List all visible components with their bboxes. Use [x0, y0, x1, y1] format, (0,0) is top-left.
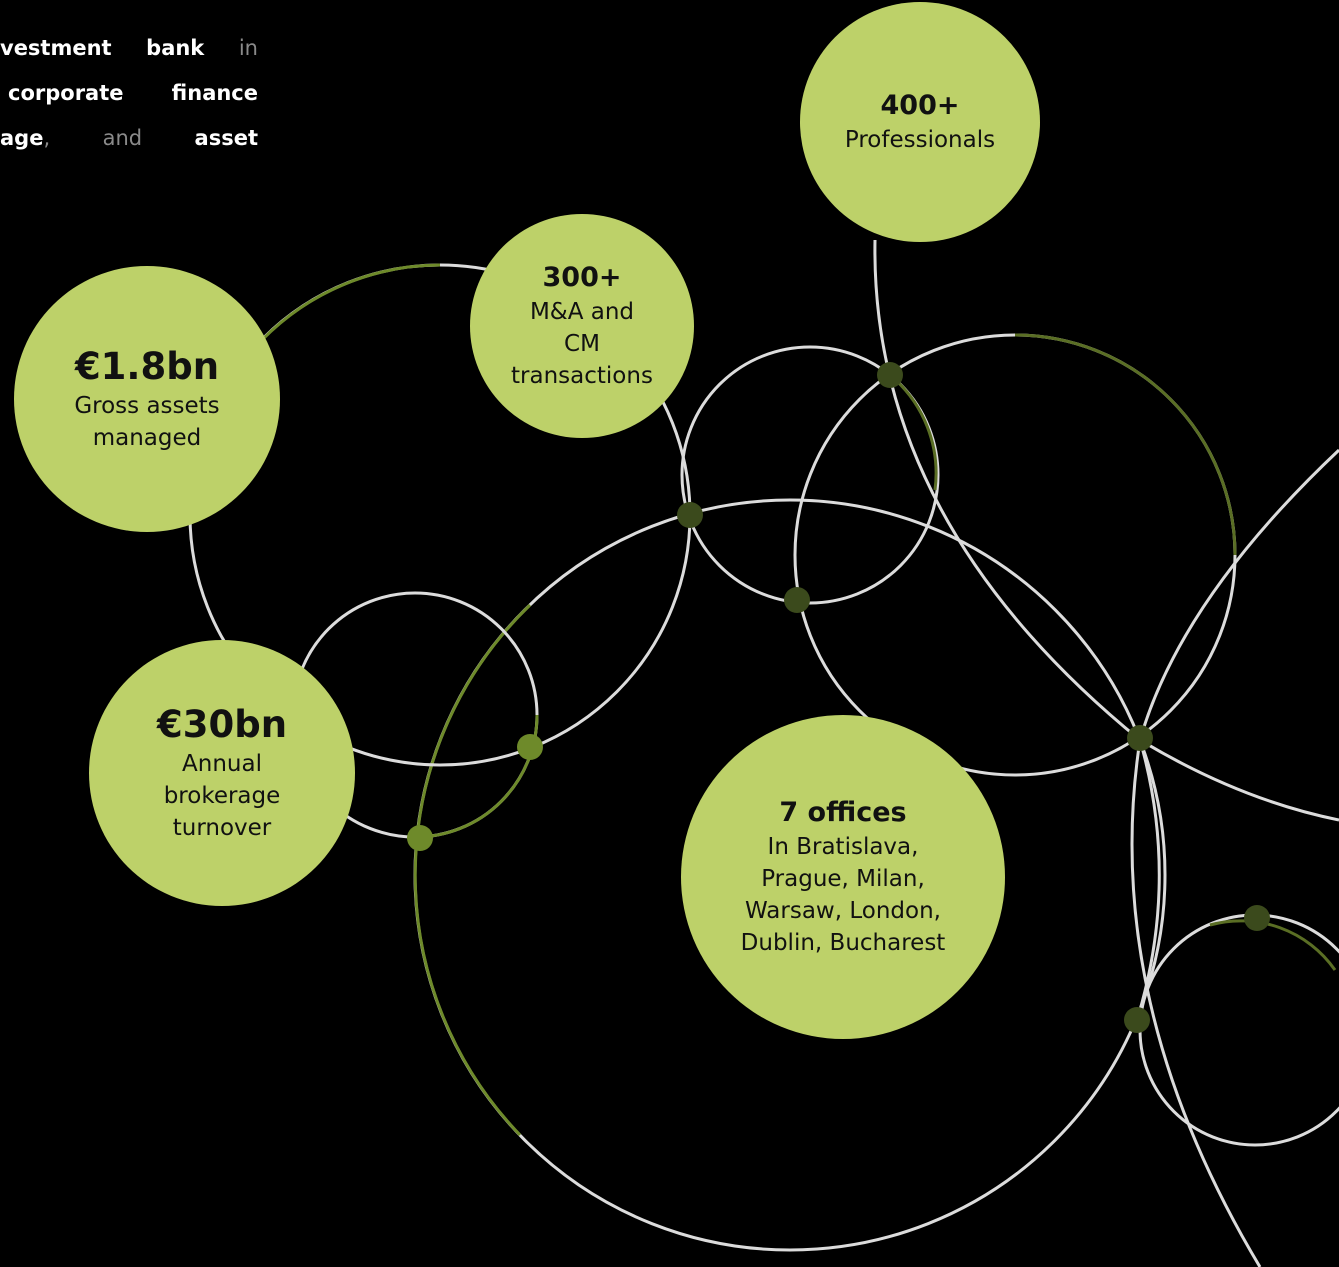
orbit-accent — [419, 714, 539, 839]
stat-label: In Bratislava, — [767, 834, 919, 860]
stat-value: 7 offices — [779, 797, 907, 828]
intro-word: vestment — [0, 26, 112, 71]
node — [677, 502, 703, 528]
stat-label: transactions — [511, 363, 653, 389]
stat-value: 400+ — [880, 90, 960, 121]
node — [877, 362, 903, 388]
intro-text: bank — [146, 36, 205, 60]
intro-line: vestment bank in — [0, 26, 258, 71]
intro-word: in — [239, 26, 258, 71]
stat-label: Annual — [182, 751, 262, 777]
intro-word: age, — [0, 116, 50, 161]
node — [407, 825, 433, 851]
stat-circle: €1.8bn Gross assets managed — [14, 266, 280, 532]
node — [517, 734, 543, 760]
intro-text: corporate — [8, 81, 124, 105]
orbit-accent — [1209, 919, 1337, 971]
orbit — [873, 239, 1339, 822]
stat-label: managed — [92, 425, 202, 451]
stat-value: €1.8bn — [74, 345, 220, 388]
intro-word: finance — [172, 71, 258, 116]
stat-value: €30bn — [156, 703, 288, 746]
node — [1127, 725, 1153, 751]
intro-line: corporate finance — [0, 71, 258, 116]
stat-label: M&A and — [529, 299, 635, 325]
orbit-accent — [1014, 333, 1237, 556]
stat-circle: 300+ M&A and CM transactions — [470, 214, 694, 438]
stat-value: 300+ — [542, 262, 622, 293]
intro-text: age — [0, 126, 44, 150]
stat-label: Professionals — [844, 127, 996, 153]
node — [784, 587, 810, 613]
orbit-accent — [889, 373, 938, 491]
intro-text: asset — [194, 126, 258, 150]
node — [1244, 905, 1270, 931]
orbit-accent — [260, 263, 441, 342]
intro-text: , — [43, 126, 51, 150]
node — [1124, 1007, 1150, 1033]
stat-label: Dublin, Bucharest — [740, 930, 946, 956]
intro-word: bank — [146, 26, 204, 71]
stat-circle: 7 offices In Bratislava, Prague, Milan, War… — [681, 715, 1005, 1039]
stat-circle: 400+ Professionals — [800, 2, 1040, 242]
intro-word: and — [103, 116, 143, 161]
orbit — [1138, 913, 1339, 1147]
orbit — [680, 345, 940, 605]
intro-text: vestment bank in corporate finance age, and ass… — [0, 26, 258, 161]
intro-word: asset — [195, 116, 258, 161]
stat-label: Gross assets — [74, 393, 220, 419]
orbit — [793, 333, 1237, 777]
stat-label: Warsaw, London, — [745, 898, 941, 924]
stat-label: Prague, Milan, — [761, 866, 925, 892]
intro-word: corporate — [8, 71, 124, 116]
stat-label: brokerage — [163, 783, 281, 809]
stat-label: turnover — [172, 815, 272, 841]
orbit — [1135, 739, 1161, 1021]
intro-line: age, and asset — [0, 116, 258, 161]
intro-text: finance — [171, 81, 258, 105]
intro-text: and — [102, 126, 143, 150]
intro-text: vestment — [0, 36, 112, 60]
stat-circle: €30bn Annual brokerage turnover — [89, 640, 355, 906]
orbit-accent — [413, 603, 532, 1137]
intro-text: in — [238, 36, 258, 60]
orbit — [1130, 448, 1339, 1267]
stat-label: CM — [564, 331, 600, 357]
